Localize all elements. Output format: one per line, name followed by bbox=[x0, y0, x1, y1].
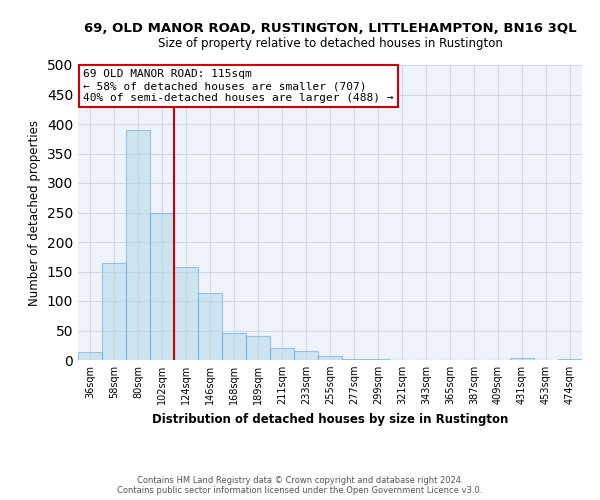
Bar bbox=[318, 356, 342, 360]
Text: Contains HM Land Registry data © Crown copyright and database right 2024.
Contai: Contains HM Land Registry data © Crown c… bbox=[118, 476, 482, 495]
Text: Size of property relative to detached houses in Rustington: Size of property relative to detached ho… bbox=[158, 38, 502, 51]
Bar bbox=[294, 351, 318, 360]
Y-axis label: Number of detached properties: Number of detached properties bbox=[28, 120, 41, 306]
Bar bbox=[270, 348, 294, 360]
X-axis label: Distribution of detached houses by size in Rustington: Distribution of detached houses by size … bbox=[152, 412, 508, 426]
Bar bbox=[126, 130, 150, 360]
Bar bbox=[510, 358, 534, 360]
Bar bbox=[222, 334, 246, 360]
Bar bbox=[246, 336, 270, 360]
Bar bbox=[102, 262, 126, 360]
Bar bbox=[78, 352, 102, 360]
Bar bbox=[174, 267, 198, 360]
Bar bbox=[342, 359, 366, 360]
Text: 69 OLD MANOR ROAD: 115sqm
← 58% of detached houses are smaller (707)
40% of semi: 69 OLD MANOR ROAD: 115sqm ← 58% of detac… bbox=[83, 70, 394, 102]
Text: 69, OLD MANOR ROAD, RUSTINGTON, LITTLEHAMPTON, BN16 3QL: 69, OLD MANOR ROAD, RUSTINGTON, LITTLEHA… bbox=[83, 22, 577, 36]
Bar bbox=[198, 294, 222, 360]
Bar bbox=[150, 213, 174, 360]
